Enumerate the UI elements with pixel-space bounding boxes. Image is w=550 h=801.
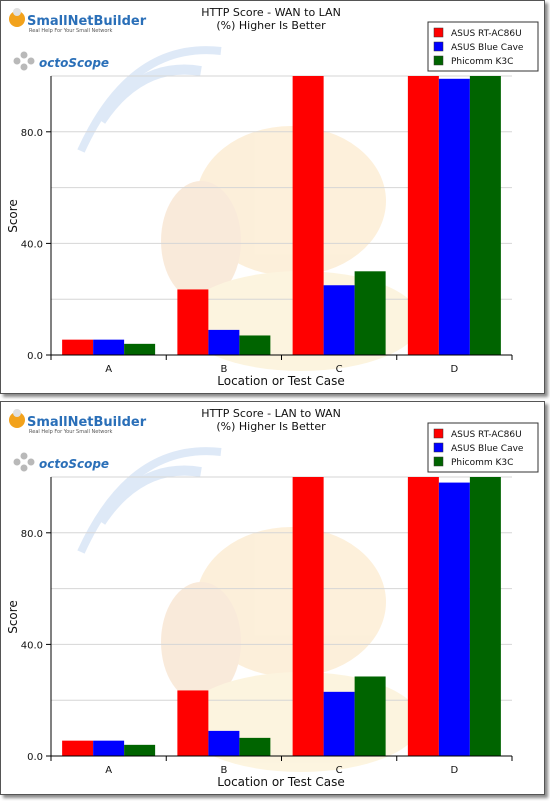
sponsor-logo: octoScope <box>13 51 109 71</box>
legend-label: ASUS RT-AC86U <box>451 29 522 39</box>
watermark-wave <box>96 64 202 124</box>
bar-asus-rt-ac86u <box>407 76 439 355</box>
watermark-wave <box>77 447 222 554</box>
y-tick-label: 0.0 <box>27 752 43 763</box>
bar-phicomm-k3c <box>124 343 156 355</box>
legend-label: ASUS Blue Cave <box>451 43 524 53</box>
legend-swatch <box>433 442 444 453</box>
bar-asus-blue-cave <box>93 740 125 756</box>
y-tick-label: 0.0 <box>27 351 43 362</box>
x-tick-label: A <box>105 765 112 776</box>
logo-mascot-hat-icon <box>13 8 21 16</box>
watermark-hand <box>161 582 241 702</box>
x-tick-label: A <box>105 364 112 375</box>
chart-subtitle: (%) Higher Is Better <box>216 19 326 32</box>
bar-phicomm-k3c <box>124 744 156 756</box>
sponsor-dots-icon <box>20 452 28 460</box>
bar-asus-blue-cave <box>438 78 470 355</box>
y-tick-label: 80.0 <box>21 128 43 139</box>
x-tick-label: B <box>220 364 227 375</box>
logo-text: SmallNetBuilder <box>27 14 147 29</box>
watermark-head <box>196 126 386 276</box>
bar-asus-blue-cave <box>208 329 240 355</box>
logo-mascot-icon <box>9 11 25 27</box>
chart-title: HTTP Score - LAN to WAN <box>201 407 341 420</box>
watermark-head <box>196 527 386 677</box>
legend: ASUS RT-AC86U ASUS Blue Cave Phicomm K3C <box>427 422 539 473</box>
bar-phicomm-k3c <box>469 477 501 756</box>
bar-asus-blue-cave <box>438 482 470 756</box>
bar-phicomm-k3c <box>469 76 501 355</box>
y-axis-label: Score <box>6 600 20 634</box>
legend-swatch <box>433 428 444 439</box>
sponsor-dots-icon <box>20 464 28 472</box>
bar-asus-blue-cave <box>208 730 240 756</box>
logo-tagline: Real Help For Your Small Network <box>29 429 112 435</box>
bar-phicomm-k3c <box>239 737 271 756</box>
x-tick-label: C <box>336 765 343 776</box>
watermark-wave <box>96 465 202 525</box>
legend-swatch <box>433 55 444 66</box>
y-axis-label: Score <box>6 199 20 233</box>
legend-swatch <box>433 27 444 38</box>
x-axis-label: Location or Test Case <box>217 374 344 388</box>
bar-asus-rt-ac86u <box>292 76 324 355</box>
chart-panel-wan-to-lan: SmallNetBuilder Real Help For Your Small … <box>0 0 545 394</box>
x-tick-label: D <box>451 364 459 375</box>
watermark-hand <box>161 181 241 301</box>
sponsor-dots-icon <box>27 458 35 466</box>
legend-box <box>427 21 539 72</box>
y-tick-label: 40.0 <box>21 640 43 651</box>
bar-asus-rt-ac86u <box>407 477 439 756</box>
y-tick-label: 80.0 <box>21 529 43 540</box>
sponsor-dots-icon <box>13 57 21 65</box>
logo-mascot-hat-icon <box>13 409 21 417</box>
bar-phicomm-k3c <box>239 335 271 355</box>
sponsor-dots-icon <box>27 57 35 65</box>
x-tick-label: B <box>220 765 227 776</box>
bar-asus-rt-ac86u <box>62 339 94 355</box>
y-tick-label: 40.0 <box>21 239 43 250</box>
sponsor-dots-icon <box>13 458 21 466</box>
legend-label: Phicomm K3C <box>451 458 513 468</box>
sponsor-text: octoScope <box>39 56 109 70</box>
legend-label: ASUS RT-AC86U <box>451 430 522 440</box>
logo-tagline: Real Help For Your Small Network <box>29 28 112 34</box>
legend: ASUS RT-AC86U ASUS Blue Cave Phicomm K3C <box>427 21 539 72</box>
legend-label: Phicomm K3C <box>451 57 513 67</box>
x-tick-label: C <box>336 364 343 375</box>
watermark-wave <box>77 46 222 153</box>
legend-swatch <box>433 41 444 52</box>
chart-subtitle: (%) Higher Is Better <box>216 420 326 433</box>
bar-asus-blue-cave <box>93 339 125 355</box>
legend-box <box>427 422 539 473</box>
bar-asus-rt-ac86u <box>177 690 209 756</box>
logo-text: SmallNetBuilder <box>27 415 147 430</box>
x-axis-label: Location or Test Case <box>217 775 344 789</box>
bar-asus-blue-cave <box>323 691 355 756</box>
chart-panel-lan-to-wan: SmallNetBuilder Real Help For Your Small … <box>0 401 545 795</box>
sponsor-dots-icon <box>20 51 28 59</box>
chart-title: HTTP Score - WAN to LAN <box>201 6 341 19</box>
bar-asus-rt-ac86u <box>62 740 94 756</box>
legend-label: ASUS Blue Cave <box>451 444 524 454</box>
bar-asus-rt-ac86u <box>292 477 324 756</box>
sponsor-dots-icon <box>20 63 28 71</box>
sponsor-text: octoScope <box>39 457 109 471</box>
bar-asus-blue-cave <box>323 285 355 355</box>
x-tick-label: D <box>451 765 459 776</box>
sponsor-logo: octoScope <box>13 452 109 472</box>
bar-phicomm-k3c <box>354 271 386 355</box>
logo-mascot-icon <box>9 412 25 428</box>
bar-phicomm-k3c <box>354 676 386 756</box>
legend-swatch <box>433 456 444 467</box>
bar-asus-rt-ac86u <box>177 289 209 355</box>
